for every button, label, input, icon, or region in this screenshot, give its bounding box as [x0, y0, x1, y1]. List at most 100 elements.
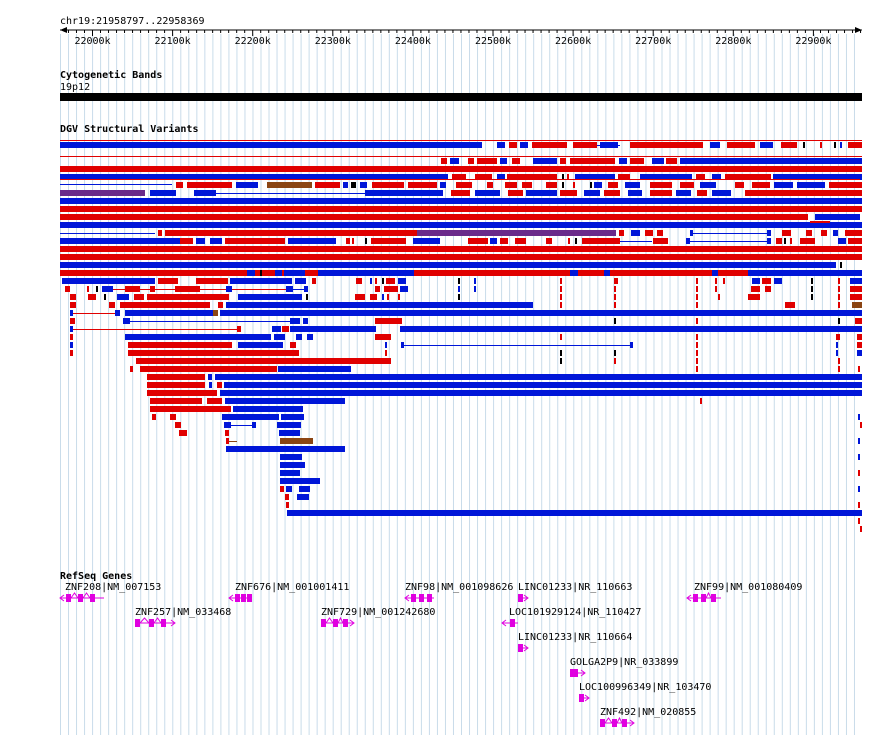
gene-exon[interactable] [518, 594, 523, 602]
variant-bar[interactable] [614, 318, 616, 324]
variant-bar[interactable] [125, 334, 271, 340]
variant-bar[interactable] [546, 238, 552, 244]
variant-bar[interactable] [515, 238, 526, 244]
variant-bar[interactable] [62, 278, 155, 284]
variant-bar[interactable] [279, 430, 300, 436]
variant-bar[interactable] [210, 238, 222, 244]
variant-bar[interactable] [560, 158, 566, 164]
variant-bar[interactable] [382, 278, 384, 284]
variant-bar[interactable] [840, 262, 842, 268]
gene-exon[interactable] [411, 594, 416, 602]
variant-bar[interactable] [458, 278, 460, 284]
variant-bar[interactable] [838, 366, 840, 372]
variant-bar[interactable] [468, 158, 474, 164]
variant-bar[interactable] [767, 238, 771, 244]
variant-bar[interactable] [696, 350, 698, 356]
variant-bar[interactable] [696, 174, 705, 180]
variant-bar[interactable] [767, 230, 771, 236]
variant-bar[interactable] [207, 398, 222, 404]
variant-bar[interactable] [196, 278, 228, 284]
variant-bar[interactable] [365, 238, 367, 244]
variant-bar[interactable] [686, 238, 690, 244]
gene-exon[interactable] [66, 594, 71, 602]
variant-bar[interactable] [650, 182, 672, 188]
variant-bar[interactable] [727, 142, 755, 148]
gene-label[interactable]: LOC100996349|NR_103470 [579, 682, 711, 693]
gene-exon[interactable] [570, 669, 575, 677]
variant-bar[interactable] [87, 286, 89, 292]
variant-bar[interactable] [840, 142, 842, 148]
variant-bar[interactable] [725, 174, 771, 180]
variant-bar[interactable] [838, 278, 840, 284]
gene-exon[interactable] [149, 619, 154, 627]
variant-bar[interactable] [858, 470, 860, 476]
variant-bar[interactable] [60, 270, 240, 276]
variant-bar[interactable] [140, 366, 277, 372]
variant-bar[interactable] [147, 390, 217, 396]
variant-bar[interactable] [70, 318, 75, 324]
variant-bar[interactable] [60, 142, 482, 148]
variant-bar[interactable] [723, 278, 725, 284]
variant-bar[interactable] [65, 286, 70, 292]
variant-bar[interactable] [213, 310, 218, 316]
variant-bar[interactable] [735, 182, 744, 188]
variant-bar[interactable] [631, 230, 640, 236]
variant-bar[interactable] [170, 414, 176, 420]
dgv-variant-features[interactable] [60, 140, 862, 533]
variant-bar[interactable] [355, 294, 365, 300]
variant-bar[interactable] [785, 302, 795, 308]
variant-bar[interactable] [487, 182, 493, 188]
variant-bar[interactable] [88, 294, 96, 300]
variant-bar[interactable] [573, 182, 575, 188]
variant-bar[interactable] [520, 142, 528, 148]
cytoband-bar[interactable] [60, 93, 862, 101]
variant-bar[interactable] [582, 238, 620, 244]
gene-LOC100996349[interactable]: LOC100996349|NR_103470 [579, 682, 711, 702]
variant-bar[interactable] [857, 334, 862, 340]
variant-bar[interactable] [304, 286, 308, 292]
gene-exon[interactable] [579, 694, 584, 702]
gene-ZNF492[interactable]: ZNF492|NM_020855 [600, 707, 696, 727]
gene-exon[interactable] [321, 619, 326, 627]
variant-bar[interactable] [781, 142, 797, 148]
variant-bar[interactable] [290, 326, 376, 332]
variant-bar[interactable] [274, 334, 285, 340]
variant-bar[interactable] [150, 398, 202, 404]
variant-bar[interactable] [102, 286, 113, 292]
gene-exon[interactable] [161, 619, 166, 627]
variant-bar[interactable] [860, 526, 862, 532]
variant-bar[interactable] [810, 221, 830, 223]
variant-bar[interactable] [532, 142, 567, 148]
variant-bar[interactable] [280, 486, 284, 492]
variant-bar[interactable] [70, 310, 73, 316]
variant-bar[interactable] [838, 318, 840, 324]
variant-bar[interactable] [265, 270, 272, 276]
variant-bar[interactable] [666, 158, 677, 164]
variant-bar[interactable] [60, 246, 862, 252]
variant-bar[interactable] [855, 318, 862, 324]
variant-bar[interactable] [696, 334, 698, 340]
gene-label[interactable]: ZNF729|NM_001242680 [321, 607, 435, 618]
variant-bar[interactable] [712, 270, 718, 276]
variant-bar[interactable] [220, 390, 862, 396]
variant-bar[interactable] [225, 238, 285, 244]
ruler-right-arrow-icon[interactable] [855, 27, 862, 33]
gene-label[interactable]: ZNF492|NM_020855 [600, 707, 696, 718]
variant-bar[interactable] [220, 310, 862, 316]
variant-bar[interactable] [280, 470, 300, 476]
variant-bar[interactable] [584, 190, 600, 196]
variant-bar[interactable] [60, 254, 862, 260]
variant-bar[interactable] [811, 278, 813, 284]
variant-bar[interactable] [150, 286, 155, 292]
variant-bar[interactable] [752, 278, 760, 284]
variant-bar[interactable] [680, 182, 694, 188]
variant-bar[interactable] [836, 342, 838, 348]
variant-bar[interactable] [575, 238, 577, 244]
gene-model[interactable] [518, 594, 529, 602]
variant-bar[interactable] [815, 214, 860, 220]
variant-bar[interactable] [196, 238, 205, 244]
gene-LINC01233-NR-110663[interactable]: LINC01233|NR_110663 [518, 582, 632, 602]
variant-bar[interactable] [848, 238, 862, 244]
gene-ZNF676[interactable]: ZNF676|NM_001001411 [228, 582, 349, 602]
variant-bar[interactable] [838, 358, 840, 364]
